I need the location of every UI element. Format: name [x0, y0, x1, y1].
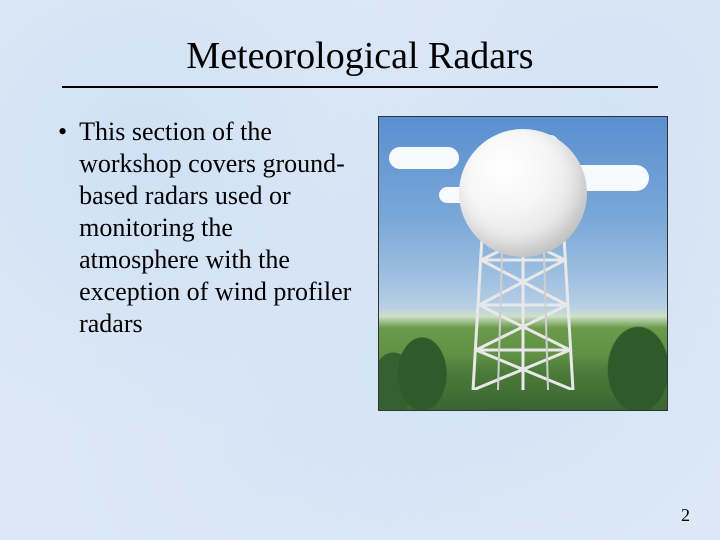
list-item: • This section of the workshop covers gr…: [58, 116, 358, 340]
bullet-marker: •: [58, 116, 67, 148]
slide: Meteorological Radars • This section of …: [0, 0, 720, 540]
radome-sphere: [459, 129, 587, 257]
content-row: • This section of the workshop covers gr…: [0, 88, 720, 411]
cloud-icon: [389, 147, 459, 169]
bullet-text: This section of the workshop covers grou…: [79, 116, 358, 340]
bullet-list: • This section of the workshop covers gr…: [58, 116, 358, 411]
page-title: Meteorological Radars: [0, 0, 720, 86]
radar-photo: [378, 116, 668, 411]
page-number: 2: [681, 505, 690, 526]
